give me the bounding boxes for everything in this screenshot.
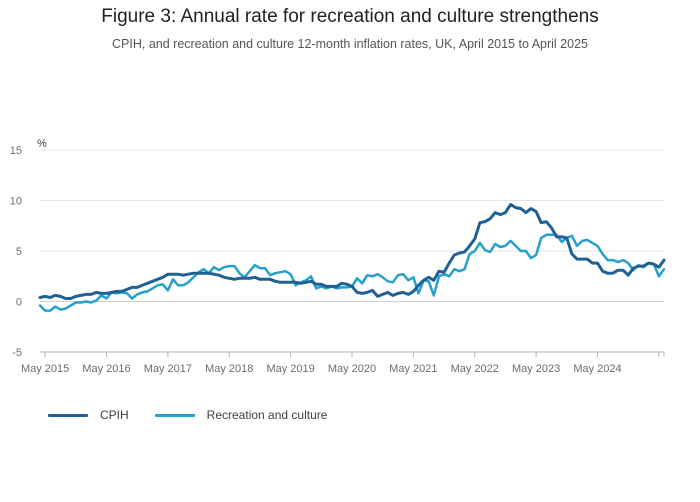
x-tick-label: May 2018 — [205, 363, 253, 375]
y-tick-label: 15 — [10, 145, 22, 157]
y-tick-label: -5 — [12, 347, 22, 359]
x-tick-label: May 2023 — [512, 363, 560, 375]
legend-swatch-cpih — [48, 413, 88, 417]
x-tick-label: May 2022 — [451, 363, 499, 375]
axes: -5 0 5 10 15 May 2015 May 2016 May 2017 May 2018… — [10, 145, 665, 375]
x-tick-label: May 2020 — [328, 363, 376, 375]
legend-swatch-recreation — [154, 413, 195, 417]
x-tick-label: May 2019 — [266, 363, 314, 375]
y-tick-label: 10 — [10, 196, 22, 208]
legend-item-cpih[interactable]: CPIH — [48, 408, 129, 422]
x-tick-label: May 2021 — [389, 363, 437, 375]
legend-item-recreation[interactable]: Recreation and culture — [154, 408, 328, 422]
legend-label-cpih: CPIH — [100, 408, 129, 422]
legend: CPIH Recreation and culture — [48, 408, 353, 422]
line-chart: -5 0 5 10 15 May 2015 May 2016 May 2017 May 2018… — [10, 138, 666, 375]
y-tick-label: 5 — [16, 246, 22, 258]
chart-title: Figure 3: Annual rate for recreation and… — [101, 6, 599, 27]
x-tick-label: May 2015 — [21, 363, 69, 375]
x-tick-label: May 2017 — [144, 363, 192, 375]
x-tick-label: May 2016 — [82, 363, 130, 375]
y-tick-label: 0 — [16, 297, 22, 309]
series-lines — [38, 203, 666, 312]
y-unit-label: % — [37, 138, 47, 150]
series-line-cpih — [38, 203, 666, 300]
chart-subtitle: CPIH, and recreation and culture 12-mont… — [112, 37, 588, 51]
x-tick-label: May 2024 — [573, 363, 621, 375]
legend-label-recreation: Recreation and culture — [206, 408, 328, 422]
